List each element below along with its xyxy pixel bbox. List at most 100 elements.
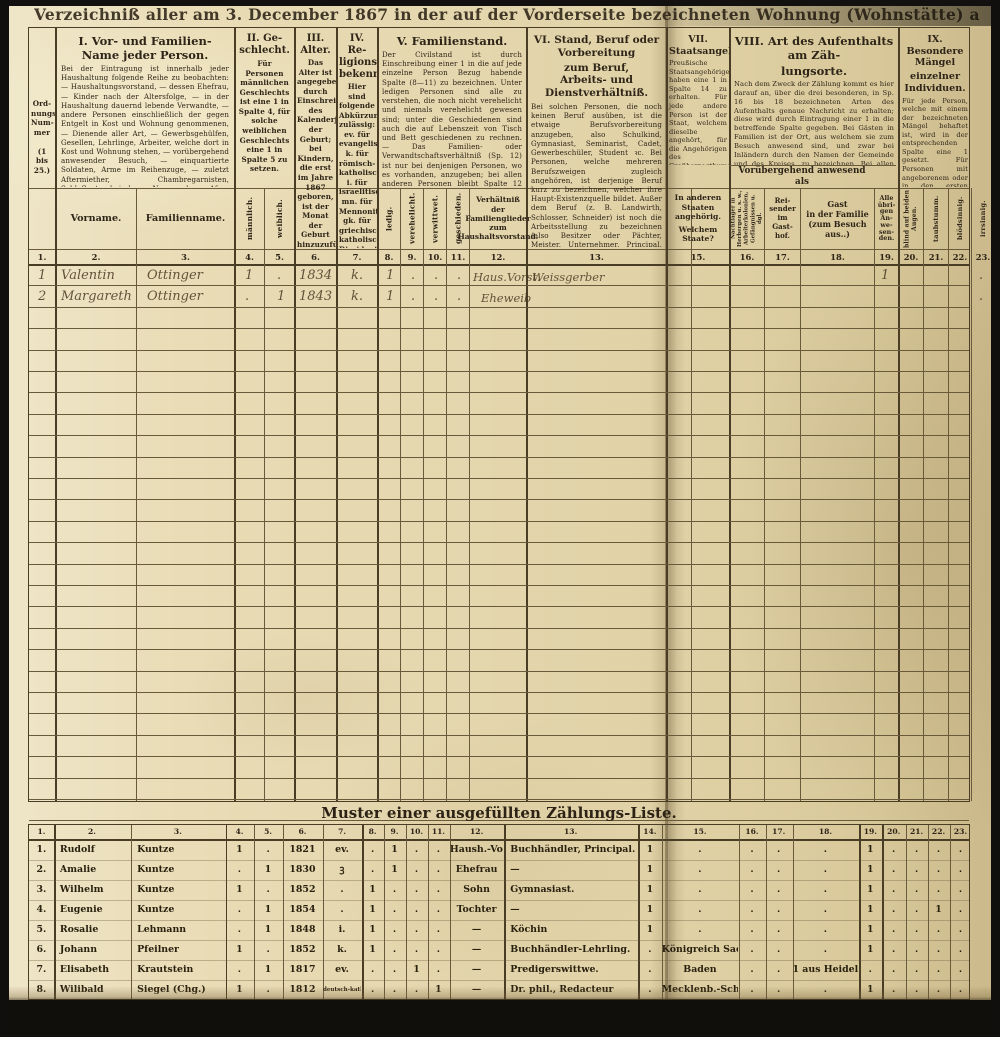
colnum-5: 5.	[275, 252, 284, 262]
sample-colnum-16: 16.	[745, 827, 759, 836]
entry-1-geschieden: .	[457, 268, 462, 283]
sample-cell-c22: .	[936, 944, 941, 955]
sample-cell-c21: .	[914, 964, 919, 975]
sample-cell-ledig: .	[370, 844, 375, 855]
sample-cell-verw: .	[414, 904, 419, 915]
sample-colnum-21: 21.	[909, 827, 924, 836]
sample-cell-vorname: Johann	[59, 944, 98, 955]
col2-heading-line1: II. Ge-	[246, 33, 283, 44]
s19-l1: Alle	[879, 193, 894, 202]
sample-cell-gesch: .	[436, 904, 441, 915]
sample-colnum-14: 14.	[643, 827, 657, 836]
sample-colnum-15: 15.	[693, 827, 707, 836]
census-table: Ord- nungs- Num- mer (1 bis 25.) I. Vor-…	[28, 27, 990, 822]
sa-l3: Welchem Staate?	[678, 224, 718, 244]
colnum-12: 12.	[490, 252, 506, 262]
entry-1-maennlich: 1	[245, 268, 254, 283]
table-row-line	[29, 563, 969, 565]
sample-cell-c19: 1	[867, 864, 874, 875]
table-row-line	[29, 713, 969, 715]
entry-2-vorname: Margareth	[61, 289, 132, 304]
sample-cell-m: 1	[236, 944, 243, 955]
sample-cell-familienname: Kuntze	[137, 844, 175, 855]
col1-heading: I. Vor- und Familien-Name jeder Person.	[78, 34, 212, 63]
sample-cell-c23: .	[958, 904, 963, 915]
sample-cell-jahr: 1821	[289, 844, 316, 855]
sample-colnum-22: 22.	[931, 827, 946, 836]
sample-cell-c23: .	[958, 944, 963, 955]
colnum-7: 7.	[352, 252, 362, 262]
col1-instructions: Bei der Eintragung ist innerhalb jeder H…	[61, 64, 229, 187]
sample-cell-c18: .	[823, 884, 828, 895]
colnum-16: 16.	[739, 252, 755, 262]
entry-1-verwittwet: .	[434, 268, 439, 283]
sample-cell-gesch: .	[436, 884, 441, 895]
sample-cell-jahr: 1830	[289, 864, 316, 875]
sa-l2: angehörig.	[674, 212, 721, 222]
sample-cell-c17: .	[777, 944, 781, 955]
left-dark-surround	[0, 0, 9, 1037]
s17-l2: sender	[769, 204, 796, 214]
table-row-line	[29, 435, 969, 437]
header-column-5-familienstand: V. Familienstand. Der Civilstand ist dur…	[378, 32, 526, 187]
top-dark-surround	[0, 0, 1000, 6]
subheader-vorname: Vorname.	[70, 212, 122, 224]
sample-col-divider	[765, 825, 767, 999]
sample-col-divider	[362, 825, 364, 999]
sample-cell-ord: 2.	[36, 864, 47, 875]
subheader-weiblich: weiblich.	[274, 199, 284, 238]
sample-cell-c20: .	[892, 904, 896, 915]
sample-cell-gesch: .	[436, 944, 441, 955]
sample-cell-c22: .	[936, 924, 941, 935]
table-row-line	[29, 392, 969, 394]
s17-l4: Gast-	[772, 221, 793, 231]
sample-cell-rel: ev.	[335, 964, 349, 975]
colnum-17: 17.	[775, 252, 790, 262]
sample-cell-c19: .	[868, 964, 872, 975]
sample-cell-vereh: 1	[391, 864, 398, 875]
table-row-line	[29, 799, 969, 800]
table-row-line	[29, 499, 969, 501]
sample-cell-c14: 1	[646, 924, 654, 935]
sample-cell-verw: .	[414, 884, 419, 895]
sample-cell-c23: .	[958, 964, 963, 975]
sample-cell-w: 1	[264, 864, 272, 875]
col5-instructions: Der Civilstand ist durch Einschreibung e…	[382, 50, 522, 187]
colnum-13: 13.	[589, 252, 604, 262]
sample-table: 1. 2. 3. 4. 5. 6. 7. 8. 9. 10. 11. 12. 13. 14. 15. 16. 1…	[28, 824, 970, 1000]
sample-cell-c17: .	[777, 844, 781, 855]
sample-cell-verh: —	[471, 964, 482, 975]
entry-1-verehelicht: .	[411, 268, 416, 283]
col3-instructions: Das Alter ist angegeben durch Einschreib…	[297, 58, 336, 248]
table-row-line	[29, 692, 969, 693]
sample-cell-rel: ev.	[335, 844, 349, 855]
col8-instructions: Nach dem Zweck der Zählung kommt es hier…	[734, 80, 894, 165]
sample-cell-m: .	[237, 904, 242, 915]
sample-cell-beruf: Gymnasiast.	[510, 884, 575, 895]
table-row-line	[29, 649, 969, 651]
vh-l1: Verhältniß	[476, 195, 520, 205]
sample-colnum-4: 4.	[235, 827, 244, 836]
sample-cell-jahr: 1854	[289, 904, 316, 915]
sample-cell-c18: .	[823, 864, 828, 875]
header-column-3-alter: III. Alter. Das Alter ist angegeben durc…	[295, 32, 336, 248]
sample-cell-c16: .	[750, 944, 754, 955]
col2-heading-line2: schlecht.	[239, 45, 290, 56]
col6-instructions: Bei solchen Personen, die noch keinen Be…	[531, 101, 662, 247]
sample-cell-c19: 1	[867, 844, 874, 855]
entry-2-geburtsjahr: 1843	[299, 289, 333, 304]
s19-l6: sen-	[879, 227, 894, 236]
entry-2-maennlich: .	[245, 289, 250, 304]
sample-cell-c19: 1	[867, 944, 874, 955]
subheader-taubstumm: taubstumm.	[931, 195, 940, 242]
sample-cell-c21: .	[914, 884, 919, 895]
entry-2-sp23: .	[979, 289, 984, 304]
sample-col-divider	[53, 825, 56, 999]
sample-cell-beruf: —	[510, 864, 520, 875]
subheader-verehelicht: verehelicht.	[407, 192, 417, 245]
sample-cell-vereh: .	[392, 964, 397, 975]
colnum-15: 15.	[690, 252, 706, 262]
entry-1-religion: k.	[351, 268, 364, 283]
subheader-ledig: ledig.	[384, 206, 394, 231]
sample-cell-c21: .	[914, 904, 919, 915]
